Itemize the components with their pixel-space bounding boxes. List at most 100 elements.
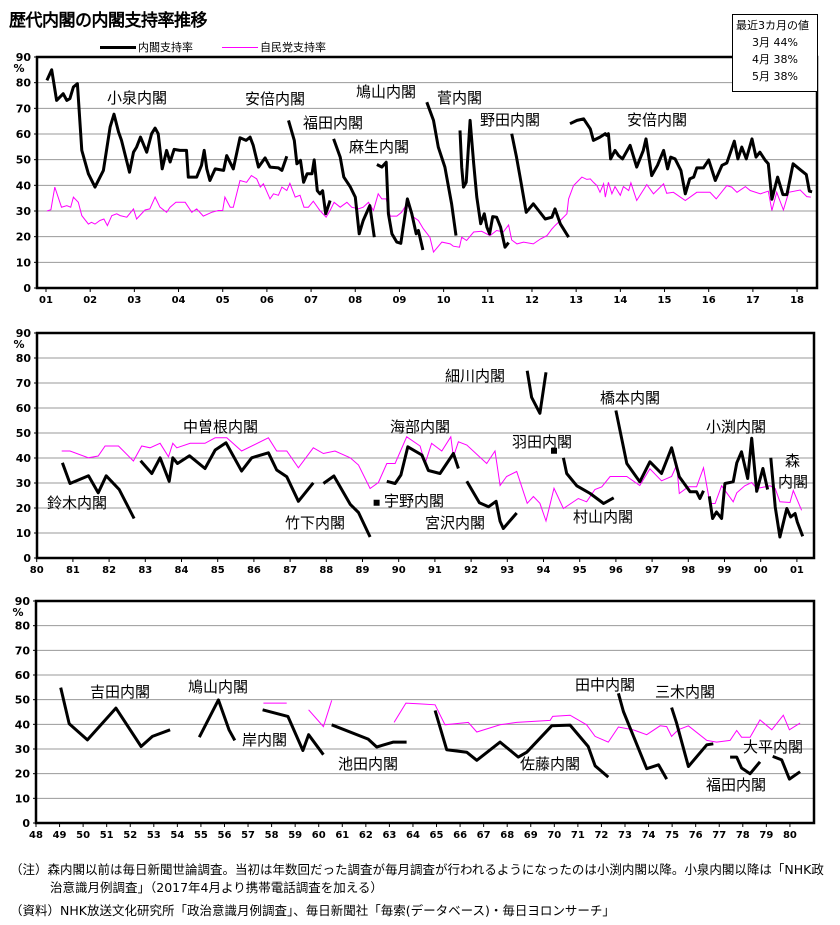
x-tick-label: 57 (241, 830, 255, 841)
cabinet-support-line (386, 445, 460, 485)
x-tick-label: 02 (83, 295, 97, 306)
y-unit-label: % (12, 606, 23, 619)
x-tick-label: 12 (525, 295, 539, 306)
cabinet-label: 菅内閣 (437, 89, 482, 107)
y-tick-label: 0 (23, 552, 31, 565)
cabinet-support-line (614, 410, 705, 500)
legend-ldp-label: 自民党支持率 (260, 41, 326, 54)
cabinet-label: 橋本内閣 (600, 389, 660, 407)
y-tick-label: 10 (16, 527, 32, 540)
x-tick-label: 79 (759, 830, 773, 841)
x-tick-label: 10 (437, 295, 451, 306)
x-tick-label: 17 (746, 295, 760, 306)
x-tick-label: 03 (127, 295, 141, 306)
cabinet-label: 宮沢内閣 (425, 514, 485, 532)
x-tick-label: 90 (392, 565, 406, 576)
y-tick-label: 40 (16, 452, 32, 465)
cabinet-label: 大平内閣 (743, 738, 803, 756)
x-tick-label: 11 (481, 295, 495, 306)
y-tick-label: 60 (16, 402, 32, 415)
y-tick-label: 10 (15, 792, 31, 805)
x-tick-label: 70 (547, 830, 561, 841)
y-tick-label: 80 (15, 620, 31, 633)
y-tick-label: 40 (15, 718, 31, 731)
cabinet-support-line (569, 117, 813, 201)
x-tick-label: 01 (790, 565, 804, 576)
x-tick-label: 00 (754, 565, 768, 576)
x-tick-label: 59 (288, 830, 302, 841)
x-tick-label: 80 (783, 830, 797, 841)
recent-row: 4月 38% (752, 53, 798, 66)
cabinet-label: 海部内閣 (390, 418, 450, 436)
y-tick-label: 20 (16, 502, 32, 515)
cabinet-label: 佐藤内閣 (520, 755, 580, 773)
y-tick-label: 70 (15, 644, 31, 657)
x-tick-label: 81 (66, 565, 80, 576)
cabinet-label: 福田内閣 (303, 114, 363, 132)
cabinet-support-line (287, 119, 332, 216)
x-tick-label: 67 (477, 830, 491, 841)
cabinet-support-line (772, 755, 801, 781)
x-tick-label: 51 (100, 830, 114, 841)
source-note: （資料）NHK放送文化研究所「政治意識月例調査」、毎日新聞社「毎索(データベース… (10, 903, 615, 918)
ldp-support-line (393, 702, 801, 743)
cabinet-support-line (458, 118, 510, 249)
y-tick-label: 30 (15, 743, 31, 756)
y-tick-label: 50 (16, 154, 32, 167)
cabinet-label: 田中内閣 (575, 676, 635, 694)
cabinet-support-line (197, 698, 237, 742)
cabinet-label: 細川内閣 (445, 367, 505, 385)
cabinet-support-point (550, 447, 557, 454)
cabinet-support-line (561, 457, 615, 505)
ldp-support-line (308, 700, 333, 728)
cabinet-support-line (707, 436, 770, 520)
cabinet-support-line (616, 692, 669, 780)
x-tick-label: 86 (247, 565, 261, 576)
x-tick-label: 50 (76, 830, 90, 841)
y-tick-label: 60 (15, 669, 31, 682)
chart-3: 0 10 20 30 40 50 60 70 80 90% 48 49 50 51 52 53 54 55 56 57… (12, 595, 816, 841)
y-unit-label: % (13, 62, 24, 75)
x-tick-label: 65 (430, 830, 444, 841)
cabinet-support-line (425, 101, 458, 236)
cabinet-support-line (510, 133, 570, 238)
x-tick-label: 74 (642, 830, 656, 841)
y-tick-label: 90 (16, 51, 32, 64)
cabinet-label: 内閣 (778, 473, 808, 491)
x-tick-label: 91 (428, 565, 442, 576)
x-tick-label: 78 (736, 830, 750, 841)
x-tick-label: 55 (194, 830, 208, 841)
cabinet-label: 三木内閣 (655, 683, 715, 701)
cabinet-label: 野田内閣 (480, 111, 540, 129)
cabinet-support-line (465, 480, 518, 530)
cabinet-label: 中曽根内閣 (183, 418, 258, 436)
cabinet-support-line (332, 138, 376, 238)
cabinet-support-line (322, 474, 372, 538)
x-tick-label: 09 (392, 295, 406, 306)
x-tick-label: 98 (681, 565, 695, 576)
footnotes: （注）森内閣以前は毎日新聞世論調査。当初は年数回だった調査が毎月調査が行われるよ… (10, 861, 830, 920)
x-tick-label: 83 (138, 565, 152, 576)
x-tick-label: 08 (348, 295, 362, 306)
x-tick-label: 13 (569, 295, 583, 306)
x-tick-label: 60 (312, 830, 326, 841)
note: （注）森内閣以前は毎日新聞世論調査。当初は年数回だった調査が毎月調査が行われるよ… (10, 862, 824, 895)
plot-frame (35, 331, 816, 560)
y-tick-label: 30 (16, 205, 32, 218)
cabinet-label: 福田内閣 (706, 776, 766, 794)
cabinet-support-line (769, 457, 805, 539)
ldp-support-line (46, 174, 811, 254)
recent-values-box: 最近3カ月の値 3月 44% 4月 38% 5月 38% (732, 14, 818, 92)
cabinet-label: 安倍内閣 (245, 90, 305, 108)
x-tick-label: 53 (147, 830, 161, 841)
x-tick-label: 63 (382, 830, 396, 841)
x-tick-label: 87 (283, 565, 297, 576)
cabinet-support-line (139, 441, 315, 503)
cabinet-support-line (262, 708, 325, 756)
x-tick-label: 99 (718, 565, 732, 576)
recent-heading: 最近3カ月の値 (736, 19, 809, 32)
x-tick-label: 64 (406, 830, 420, 841)
x-tick-label: 84 (175, 565, 189, 576)
y-tick-label: 0 (22, 817, 30, 830)
